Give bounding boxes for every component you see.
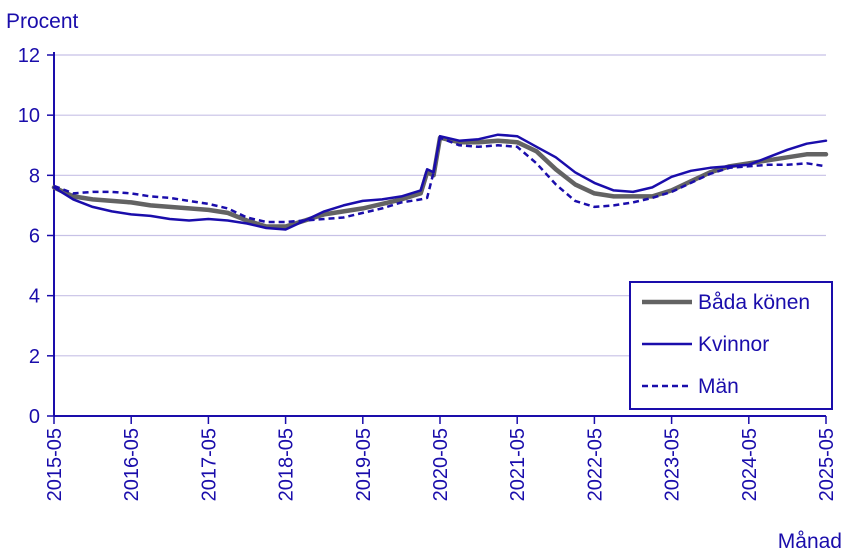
x-axis-ticks: 2015-05 2016-05 2017-05 2018-05 2019-05 2020-… bbox=[44, 416, 838, 501]
x-tick-label: 2024-05 bbox=[739, 428, 761, 501]
x-tick-label: 2016-05 bbox=[121, 428, 143, 501]
legend-label: Båda könen bbox=[698, 291, 810, 314]
y-tick-label: 8 bbox=[29, 165, 40, 187]
y-axis-title: Procent bbox=[6, 10, 79, 33]
x-tick-label: 2025-05 bbox=[816, 428, 838, 501]
x-axis-title: Månad bbox=[778, 530, 842, 553]
legend-label: Män bbox=[698, 375, 739, 398]
y-axis-ticks: 0 2 4 6 8 10 12 bbox=[18, 45, 54, 428]
y-tick-label: 12 bbox=[18, 45, 40, 67]
series-line-1 bbox=[52, 133, 828, 231]
legend: Båda könen Kvinnor Män bbox=[629, 281, 833, 410]
x-tick-label: 2017-05 bbox=[198, 428, 220, 501]
y-tick-label: 10 bbox=[18, 105, 40, 127]
x-tick-label: 2021-05 bbox=[507, 428, 529, 501]
series-line-0 bbox=[51, 135, 829, 229]
x-tick-label: 2015-05 bbox=[44, 428, 66, 501]
y-tick-label: 6 bbox=[29, 226, 40, 248]
series-lines bbox=[51, 133, 829, 231]
series-line-2 bbox=[53, 136, 827, 224]
x-tick-label: 2023-05 bbox=[662, 428, 684, 501]
y-tick-label: 0 bbox=[29, 406, 40, 428]
x-tick-label: 2018-05 bbox=[276, 428, 298, 501]
x-tick-label: 2020-05 bbox=[430, 428, 452, 501]
y-tick-label: 4 bbox=[29, 286, 40, 308]
legend-label: Kvinnor bbox=[698, 333, 769, 356]
y-tick-label: 2 bbox=[29, 346, 40, 368]
x-tick-label: 2019-05 bbox=[353, 428, 375, 501]
x-tick-label: 2022-05 bbox=[584, 428, 606, 501]
